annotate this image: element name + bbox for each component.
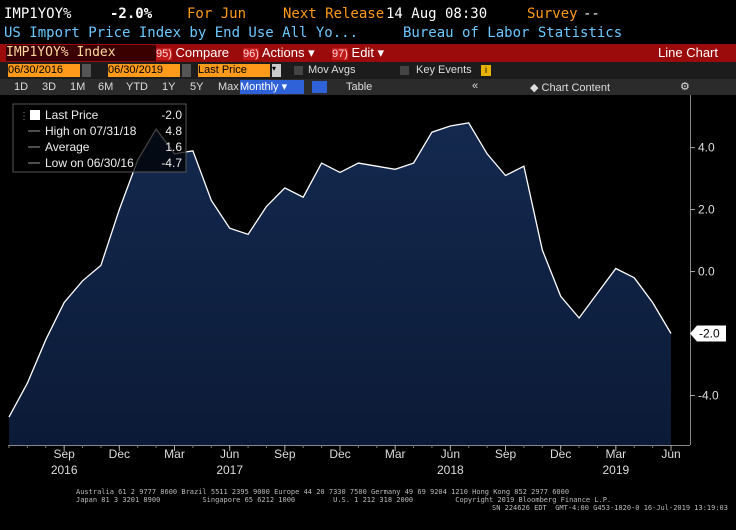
calendar-icon[interactable] <box>182 64 191 77</box>
release: 14 Aug 08:30 <box>386 6 488 22</box>
legend-label: Low on 06/30/16 <box>45 156 134 170</box>
field[interactable]: Last Price <box>198 64 270 77</box>
dropdown-icon[interactable]: ▾ <box>272 64 281 77</box>
x-tick-label: Sep <box>53 447 75 461</box>
checkbox[interactable] <box>294 66 303 75</box>
legend-value: -4.7 <box>161 156 182 170</box>
x-axis <box>8 445 690 446</box>
x-tick-label: Sep <box>495 447 517 461</box>
legend-sidebar: ⋮ <box>19 111 29 122</box>
range-button[interactable]: 3D <box>42 81 57 93</box>
button[interactable]: 97) Edit ▾ <box>332 45 385 60</box>
collapse-icon[interactable]: « <box>472 80 479 92</box>
year-label: 2018 <box>437 463 464 477</box>
x-tick-label: Dec <box>329 447 350 461</box>
x-tick-label: Jun <box>441 447 460 461</box>
toolbar: IMP1YOY% Index 95) Compare 96) Actions ▾… <box>0 44 736 62</box>
button[interactable]: 95) Compare <box>156 45 229 60</box>
y-tick-label: 4.0 <box>698 141 715 155</box>
x-tick-label: Jun <box>220 447 239 461</box>
legend-value: 1.6 <box>165 140 182 154</box>
security[interactable]: IMP1YOY% Index <box>6 45 156 61</box>
x-tick-label: Dec <box>550 447 571 461</box>
y-axis <box>690 95 691 445</box>
chart-icon[interactable] <box>312 81 327 93</box>
range-button[interactable]: 5Y <box>190 81 204 93</box>
period: For Jun <box>187 6 247 22</box>
legend-label: Last Price <box>45 108 99 122</box>
line <box>8 122 672 418</box>
button-key: 97) <box>332 48 348 60</box>
calendar-icon[interactable] <box>82 64 91 77</box>
legend: Last Price -2.0 ⋮ High on 07/31/18 4.8 Averag… <box>12 103 187 173</box>
controls: 06/30/2016 06/30/2019 Last Price ▾ Mov A… <box>0 62 736 79</box>
source: Bureau of Labor Statistics <box>403 25 623 41</box>
range-button[interactable]: Max <box>218 81 239 93</box>
year-label: 2017 <box>216 463 243 477</box>
survey-label: Survey <box>527 6 578 22</box>
table-button[interactable]: Table <box>346 81 373 93</box>
y-tick-label: 0.0 <box>698 265 715 279</box>
release-label: Next Release <box>283 6 385 22</box>
x-tick-label: Mar <box>605 447 626 461</box>
end-date[interactable]: 06/30/2019 <box>108 64 180 77</box>
x-tick-label: Jun <box>661 447 680 461</box>
legend-swatch <box>30 110 40 120</box>
y-tick-label: 2.0 <box>698 203 715 217</box>
button-key: 95) <box>156 48 172 60</box>
mov-avgs: Mov Avgs <box>308 64 356 76</box>
button-key: 96) <box>243 48 259 60</box>
x-tick-label: Sep <box>274 447 296 461</box>
key-events: Key Events <box>416 64 472 76</box>
legend-value: 4.8 <box>165 124 182 138</box>
frequency-label: Monthly <box>240 81 279 93</box>
checkbox[interactable] <box>400 66 409 75</box>
year-label: 2019 <box>602 463 629 477</box>
x-tick-label: Dec <box>109 447 130 461</box>
view[interactable]: Line Chart <box>658 45 718 60</box>
footer-line: Japan 81 3 3201 8900 Singapore 65 6212 1… <box>76 496 612 504</box>
x-tick-label: Mar <box>385 447 406 461</box>
x-tick-label: Mar <box>164 447 185 461</box>
button[interactable]: 96) Actions ▾ <box>243 45 315 60</box>
chart-content[interactable]: ◆ Chart Content <box>530 82 610 94</box>
range-button[interactable]: 1D <box>14 81 29 93</box>
start-date[interactable]: 06/30/2016 <box>8 64 80 77</box>
area <box>9 122 671 446</box>
description: US Import Price Index by End Use All Yo.… <box>4 25 359 41</box>
ticker: IMP1YOY% <box>4 6 72 22</box>
range-bar: Monthly ▾ Table « ◆ Chart Content ⚙ 1D 3D… <box>0 79 736 95</box>
legend-label: High on 07/31/18 <box>45 124 137 138</box>
footer-line: Australia 61 2 9777 8600 Brazil 5511 239… <box>76 488 570 496</box>
year-label: 2016 <box>51 463 78 477</box>
footer-line: SN 224626 EDT GMT-4:00 G453-1820-0 16-Ju… <box>491 504 728 512</box>
settings-icon[interactable]: ⚙ <box>680 81 690 93</box>
range-button[interactable]: 6M <box>98 81 114 93</box>
y-tick-label: -4.0 <box>698 388 719 402</box>
range-button[interactable]: YTD <box>126 81 148 93</box>
legend-label: Average <box>45 140 90 154</box>
range-button[interactable]: 1Y <box>162 81 176 93</box>
survey: -- <box>583 6 600 22</box>
last-value-marker <box>690 325 726 342</box>
button-label: Compare <box>175 45 229 60</box>
range-button[interactable]: 1M <box>70 81 86 93</box>
info-icon[interactable]: i <box>481 65 491 76</box>
button-label: Actions <box>261 45 305 60</box>
last: -2.0% <box>110 6 153 22</box>
chart: 4.0 2.0 0.0 -2.0 -4.0 -2.0 Sep Dec Mar Jun Sep Dec M… <box>8 95 726 477</box>
last-value-label: -2.0 <box>699 326 720 340</box>
legend-box <box>12 103 187 173</box>
button-label: Edit <box>351 45 374 60</box>
legend-value: -2.0 <box>161 108 182 122</box>
chart-content-label: Chart Content <box>541 82 610 94</box>
frequency[interactable]: Monthly ▾ <box>240 80 304 94</box>
